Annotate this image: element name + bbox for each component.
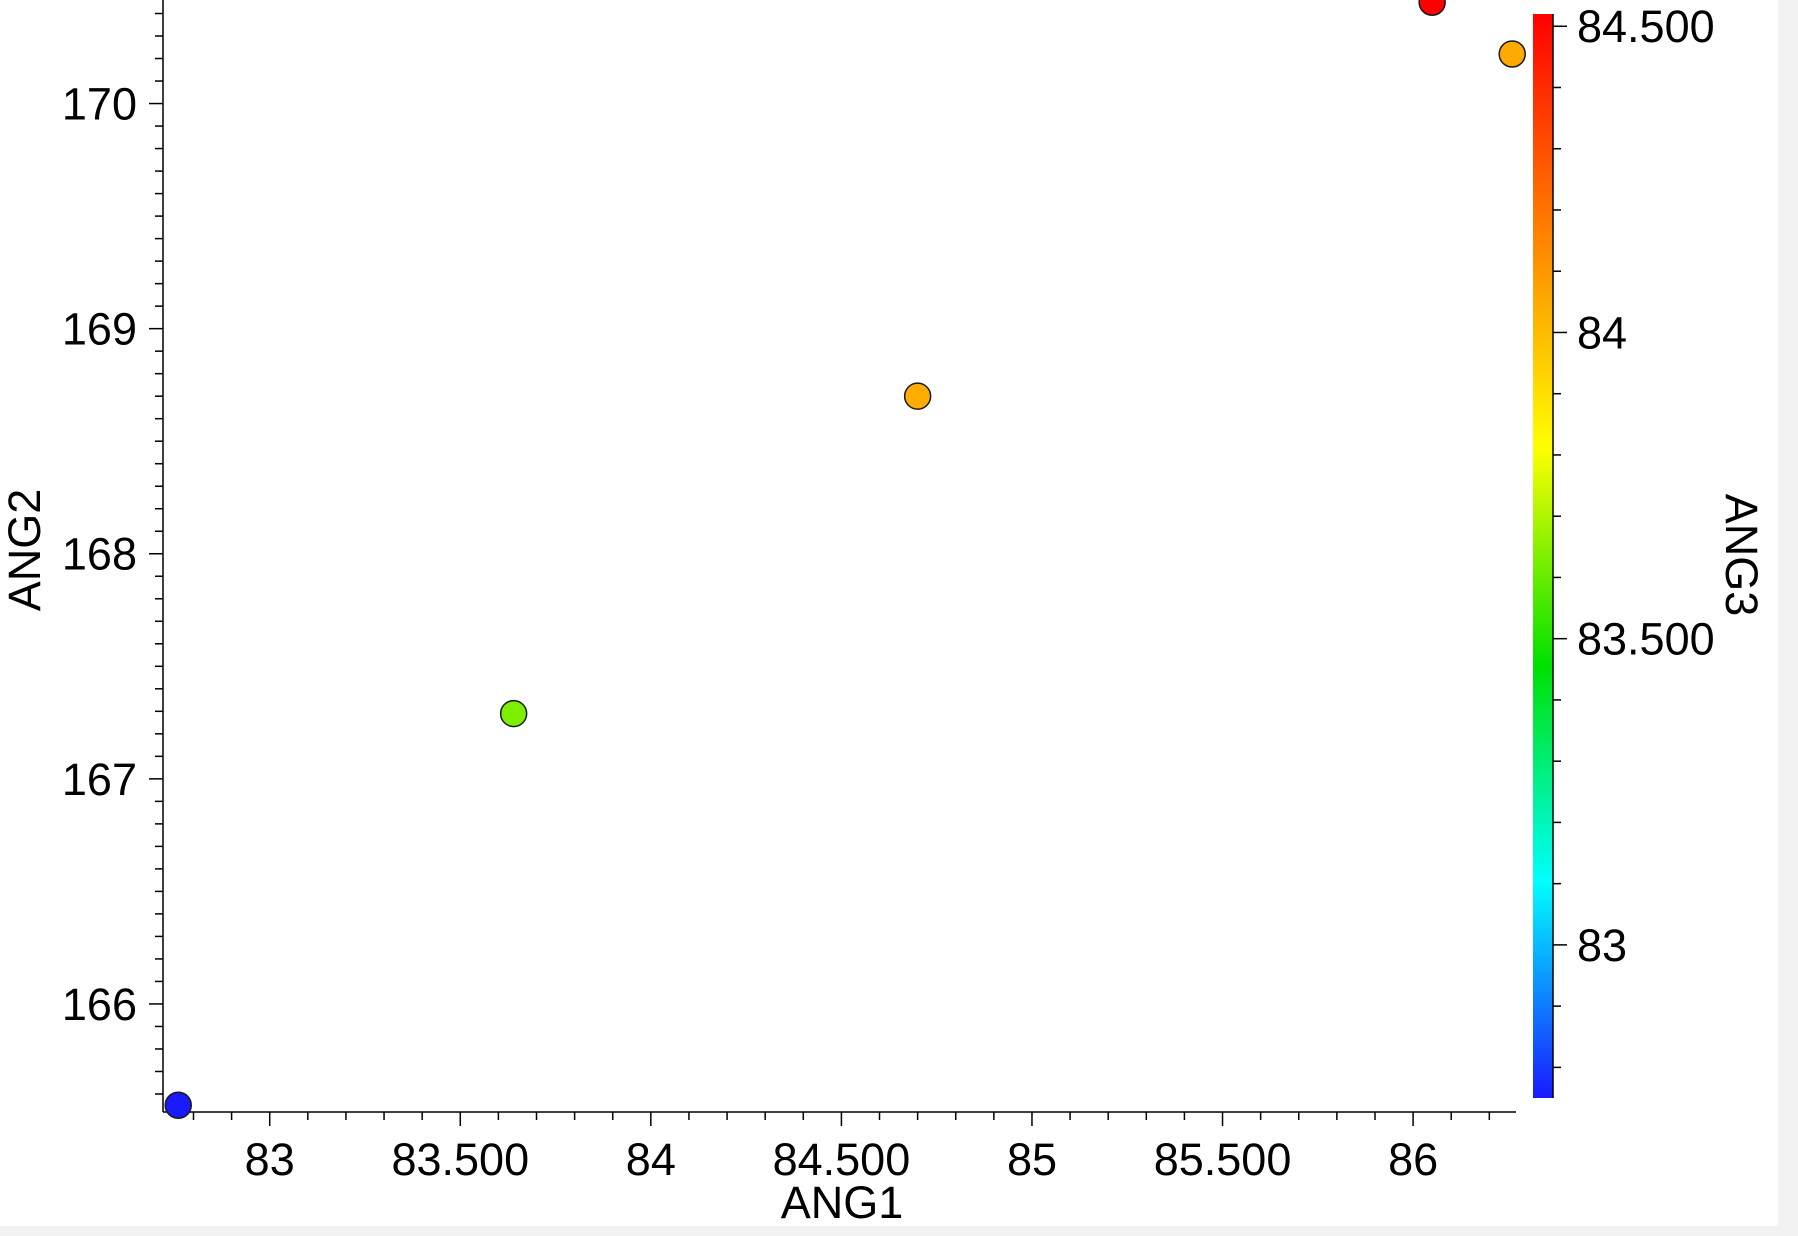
colorbar-tick-label: 84 (1577, 307, 1627, 358)
x-axis: 83 83.500 84 84.500 85 85.500 86 (163, 1111, 1516, 1185)
x-tick-label: 83 (245, 1134, 295, 1185)
colorbar-tick-label: 83 (1577, 920, 1627, 971)
x-tick-label: 83.500 (391, 1134, 529, 1185)
data-point (164, 1091, 192, 1119)
data-point (499, 699, 528, 728)
data-points (164, 0, 1526, 1119)
data-point (903, 382, 932, 410)
y-tick-label: 167 (62, 754, 137, 805)
x-tick-label: 85.500 (1154, 1134, 1292, 1185)
colorbar-tick-label: 83.500 (1577, 614, 1715, 665)
y-tick-label: 169 (62, 304, 137, 355)
colorbar-gradient (1533, 14, 1553, 1098)
y-axis: 166 167 168 169 170 (62, 0, 164, 1112)
x-axis-label: ANG1 (781, 1177, 904, 1226)
y-tick-label: 168 (62, 529, 137, 580)
x-tick-label: 86 (1388, 1134, 1438, 1185)
y-axis-label: ANG2 (0, 489, 50, 612)
x-tick-label: 85 (1007, 1134, 1057, 1185)
data-point (1418, 0, 1446, 16)
x-tick-label: 84 (626, 1134, 676, 1185)
y-tick-label: 170 (62, 79, 137, 130)
colorbar: 83 83.500 84 84.500 (1533, 1, 1715, 1098)
x-tick-label: 84.500 (773, 1134, 911, 1185)
colorbar-label: ANG3 (1716, 494, 1767, 617)
colorbar-tick-label: 84.500 (1577, 1, 1715, 52)
data-point (1498, 40, 1526, 68)
y-tick-label: 166 (62, 979, 137, 1030)
